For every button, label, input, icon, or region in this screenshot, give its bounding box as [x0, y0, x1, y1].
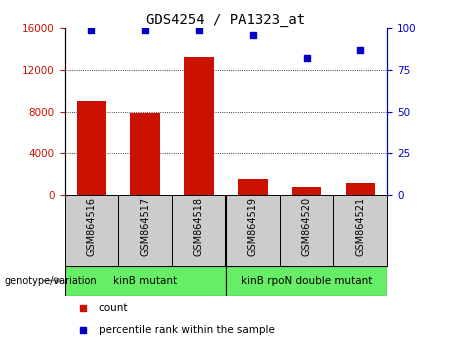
Text: kinB rpoN double mutant: kinB rpoN double mutant [241, 275, 372, 286]
Bar [226, 266, 387, 296]
Text: GSM864520: GSM864520 [301, 197, 312, 256]
Text: GSM864517: GSM864517 [140, 197, 150, 256]
Bar [280, 195, 333, 266]
Text: GSM864521: GSM864521 [355, 197, 366, 256]
Point [249, 32, 256, 38]
Point [79, 306, 87, 311]
Text: percentile rank within the sample: percentile rank within the sample [99, 325, 275, 335]
Bar [184, 57, 214, 195]
Point [79, 327, 87, 333]
Text: GSM864519: GSM864519 [248, 197, 258, 256]
Point [303, 56, 310, 61]
Title: GDS4254 / PA1323_at: GDS4254 / PA1323_at [146, 13, 306, 27]
Text: count: count [99, 303, 128, 314]
Bar [226, 195, 280, 266]
Bar [77, 101, 106, 195]
Text: kinB mutant: kinB mutant [113, 275, 177, 286]
Bar [346, 183, 375, 195]
Text: GSM864518: GSM864518 [194, 197, 204, 256]
Bar [333, 195, 387, 266]
Point [357, 47, 364, 53]
Point [142, 27, 149, 33]
Bar [65, 195, 118, 266]
Point [88, 27, 95, 33]
Bar [172, 195, 226, 266]
Text: GSM864516: GSM864516 [86, 197, 96, 256]
Bar [292, 187, 321, 195]
Bar [118, 195, 172, 266]
Point [195, 27, 203, 33]
Bar [238, 179, 267, 195]
Text: genotype/variation: genotype/variation [5, 275, 97, 286]
Bar [65, 266, 226, 296]
Bar [130, 113, 160, 195]
